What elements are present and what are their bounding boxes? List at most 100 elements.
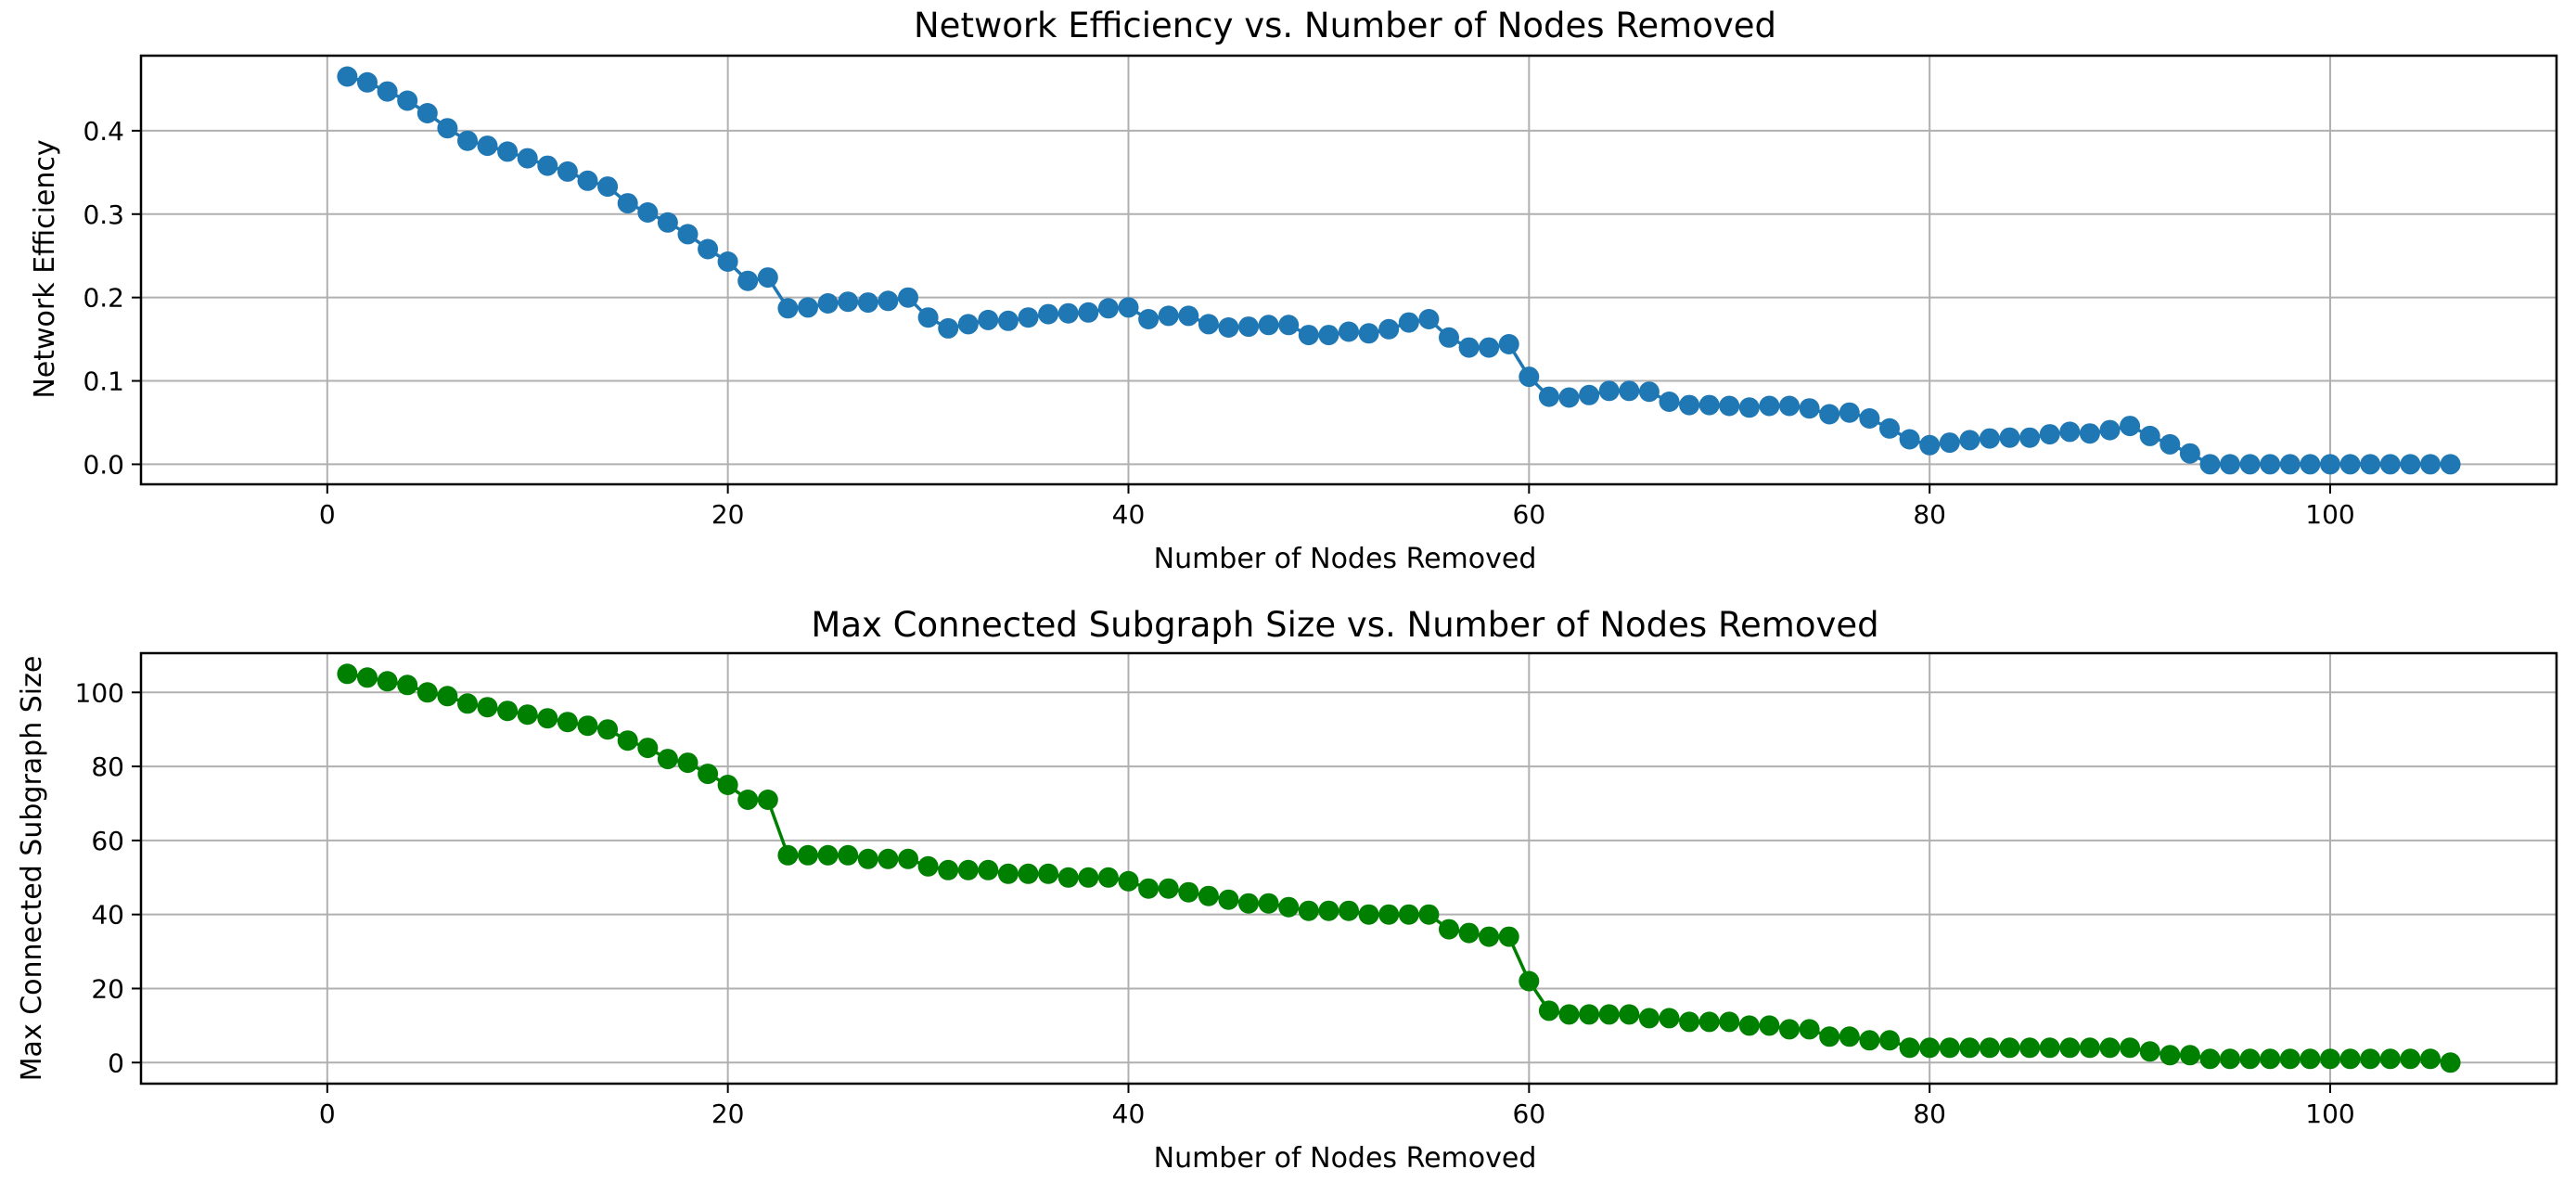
subgraph-point-84 <box>1999 1037 2020 1059</box>
efficiency-point-85 <box>2019 427 2041 448</box>
efficiency-point-45 <box>1218 317 1239 338</box>
subgraph-point-90 <box>2120 1037 2141 1059</box>
subgraph-point-16 <box>637 738 659 759</box>
subgraph-point-70 <box>1719 1011 1740 1033</box>
efficiency-point-77 <box>1859 408 1880 429</box>
efficiency-point-91 <box>2139 425 2160 446</box>
subgraph-point-25 <box>817 844 839 866</box>
efficiency-point-41 <box>1138 309 1160 329</box>
efficiency-point-57 <box>1458 337 1480 358</box>
subgraph-point-63 <box>1579 1004 1600 1025</box>
subgraph-point-30 <box>917 855 939 877</box>
subgraph-chart-frame <box>139 651 2558 1086</box>
efficiency-ytick-label-2: 0.2 <box>83 283 124 314</box>
efficiency-point-44 <box>1198 314 1219 335</box>
efficiency-series-markers <box>337 66 2461 475</box>
efficiency-point-17 <box>657 212 678 233</box>
efficiency-point-101 <box>2339 454 2361 475</box>
subgraph-point-76 <box>1839 1026 1860 1047</box>
subgraph-point-87 <box>2059 1037 2081 1059</box>
subgraph-point-54 <box>1398 904 1419 925</box>
efficiency-point-68 <box>1679 394 1700 416</box>
efficiency-point-94 <box>2199 454 2221 475</box>
subgraph-point-106 <box>2440 1052 2461 1073</box>
efficiency-chart-xlabel: Number of Nodes Removed <box>1154 543 1537 575</box>
efficiency-point-48 <box>1278 315 1300 336</box>
efficiency-point-18 <box>677 224 698 245</box>
subgraph-point-74 <box>1799 1019 1820 1040</box>
efficiency-point-69 <box>1698 394 1720 416</box>
efficiency-point-78 <box>1879 418 1900 439</box>
subgraph-point-32 <box>957 859 979 880</box>
subgraph-point-98 <box>2279 1048 2300 1070</box>
subgraph-point-65 <box>1619 1004 1640 1025</box>
subgraph-point-94 <box>2199 1048 2221 1070</box>
subgraph-point-23 <box>777 844 799 866</box>
efficiency-xtick-label-1: 20 <box>711 499 745 530</box>
subgraph-point-42 <box>1158 878 1179 899</box>
efficiency-point-40 <box>1118 297 1139 318</box>
subgraph-point-82 <box>1959 1037 1980 1059</box>
subgraph-point-27 <box>857 848 878 869</box>
efficiency-point-32 <box>957 314 979 335</box>
subgraph-point-2 <box>357 667 378 688</box>
efficiency-chart-grid <box>141 56 2557 484</box>
subgraph-point-88 <box>2079 1037 2100 1059</box>
efficiency-chart: Network Efficiency vs. Number of Nodes R… <box>29 6 2558 575</box>
subgraph-point-86 <box>2039 1037 2060 1059</box>
efficiency-xtick-label-2: 40 <box>1112 499 1146 530</box>
subgraph-point-38 <box>1078 867 1099 888</box>
subgraph-chart-yticks: 0 20 40 60 80 100 <box>75 677 141 1078</box>
efficiency-point-105 <box>2420 454 2441 475</box>
efficiency-point-26 <box>838 291 859 313</box>
subgraph-point-58 <box>1479 926 1500 947</box>
efficiency-point-20 <box>717 251 738 272</box>
subgraph-point-104 <box>2400 1048 2421 1070</box>
subgraph-ytick-label-0: 0 <box>108 1047 124 1078</box>
subgraph-point-103 <box>2379 1048 2401 1070</box>
efficiency-point-74 <box>1799 398 1820 419</box>
efficiency-point-88 <box>2079 423 2100 444</box>
efficiency-point-76 <box>1839 402 1860 423</box>
subgraph-point-52 <box>1358 904 1379 925</box>
subgraph-point-44 <box>1198 885 1219 906</box>
efficiency-point-60 <box>1519 366 1540 388</box>
subgraph-point-33 <box>978 859 999 880</box>
subgraph-point-12 <box>557 712 578 733</box>
efficiency-point-19 <box>698 238 719 260</box>
subgraph-point-100 <box>2320 1048 2340 1070</box>
efficiency-chart-plot-area <box>141 56 2557 484</box>
subgraph-point-14 <box>597 719 619 740</box>
subgraph-point-96 <box>2239 1048 2261 1070</box>
efficiency-point-31 <box>938 317 959 339</box>
subgraph-point-17 <box>657 749 678 770</box>
efficiency-point-13 <box>577 170 598 191</box>
subgraph-point-8 <box>477 697 498 718</box>
efficiency-point-106 <box>2440 454 2461 475</box>
subgraph-point-47 <box>1258 893 1279 914</box>
subgraph-point-56 <box>1439 919 1459 940</box>
efficiency-point-8 <box>477 135 498 157</box>
subgraph-point-5 <box>417 682 438 703</box>
subgraph-point-26 <box>838 844 859 866</box>
efficiency-point-4 <box>397 90 418 111</box>
subgraph-point-21 <box>737 790 759 810</box>
efficiency-point-58 <box>1479 337 1500 358</box>
subgraph-point-6 <box>437 686 458 707</box>
efficiency-point-54 <box>1398 312 1419 333</box>
subgraph-point-24 <box>798 844 818 866</box>
subgraph-ytick-label-3: 60 <box>91 826 124 856</box>
subgraph-point-61 <box>1538 1000 1559 1021</box>
efficiency-point-33 <box>978 309 999 330</box>
subgraph-point-60 <box>1519 970 1540 992</box>
subgraph-point-31 <box>938 859 959 880</box>
efficiency-point-102 <box>2360 454 2381 475</box>
efficiency-point-2 <box>357 71 378 93</box>
efficiency-point-75 <box>1819 404 1840 425</box>
efficiency-point-67 <box>1659 392 1680 412</box>
efficiency-point-47 <box>1258 315 1279 336</box>
efficiency-point-34 <box>997 310 1019 331</box>
efficiency-chart-series <box>337 66 2461 475</box>
subgraph-point-50 <box>1318 900 1339 921</box>
efficiency-point-59 <box>1498 334 1519 354</box>
